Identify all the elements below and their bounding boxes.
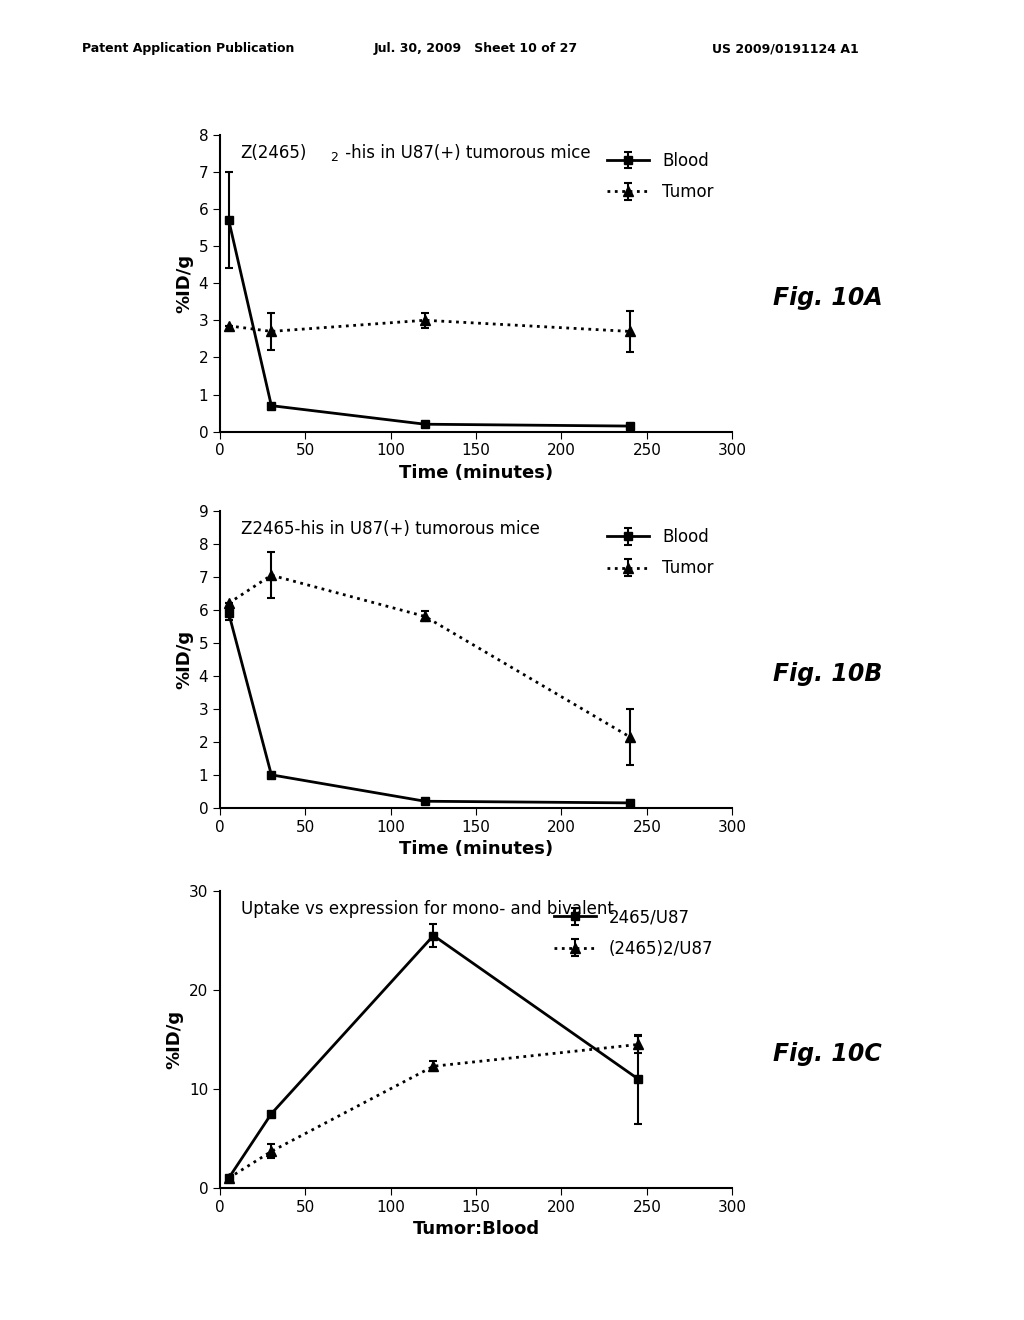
Text: Fig. 10B: Fig. 10B xyxy=(773,663,883,686)
Y-axis label: %ID/g: %ID/g xyxy=(175,630,194,689)
Text: Fig. 10A: Fig. 10A xyxy=(773,286,883,310)
X-axis label: Time (minutes): Time (minutes) xyxy=(399,465,553,482)
Text: Patent Application Publication: Patent Application Publication xyxy=(82,42,294,55)
Text: Z(2465): Z(2465) xyxy=(241,144,307,161)
Text: Uptake vs expression for mono- and bivalent: Uptake vs expression for mono- and bival… xyxy=(241,900,613,917)
Text: -his in U87(+) tumorous mice: -his in U87(+) tumorous mice xyxy=(340,144,591,161)
Y-axis label: %ID/g: %ID/g xyxy=(175,253,194,313)
Text: Fig. 10C: Fig. 10C xyxy=(773,1043,882,1067)
Legend: Blood, Tumor: Blood, Tumor xyxy=(607,528,714,577)
Y-axis label: %ID/g: %ID/g xyxy=(166,1010,183,1069)
Legend: Blood, Tumor: Blood, Tumor xyxy=(607,152,714,201)
Text: 2: 2 xyxy=(330,150,338,164)
Text: Jul. 30, 2009   Sheet 10 of 27: Jul. 30, 2009 Sheet 10 of 27 xyxy=(374,42,578,55)
X-axis label: Tumor:Blood: Tumor:Blood xyxy=(413,1221,540,1238)
Text: Z2465-his in U87(+) tumorous mice: Z2465-his in U87(+) tumorous mice xyxy=(241,520,540,537)
X-axis label: Time (minutes): Time (minutes) xyxy=(399,841,553,858)
Legend: 2465/U87, (2465)2/U87: 2465/U87, (2465)2/U87 xyxy=(554,908,714,957)
Text: US 2009/0191124 A1: US 2009/0191124 A1 xyxy=(712,42,858,55)
